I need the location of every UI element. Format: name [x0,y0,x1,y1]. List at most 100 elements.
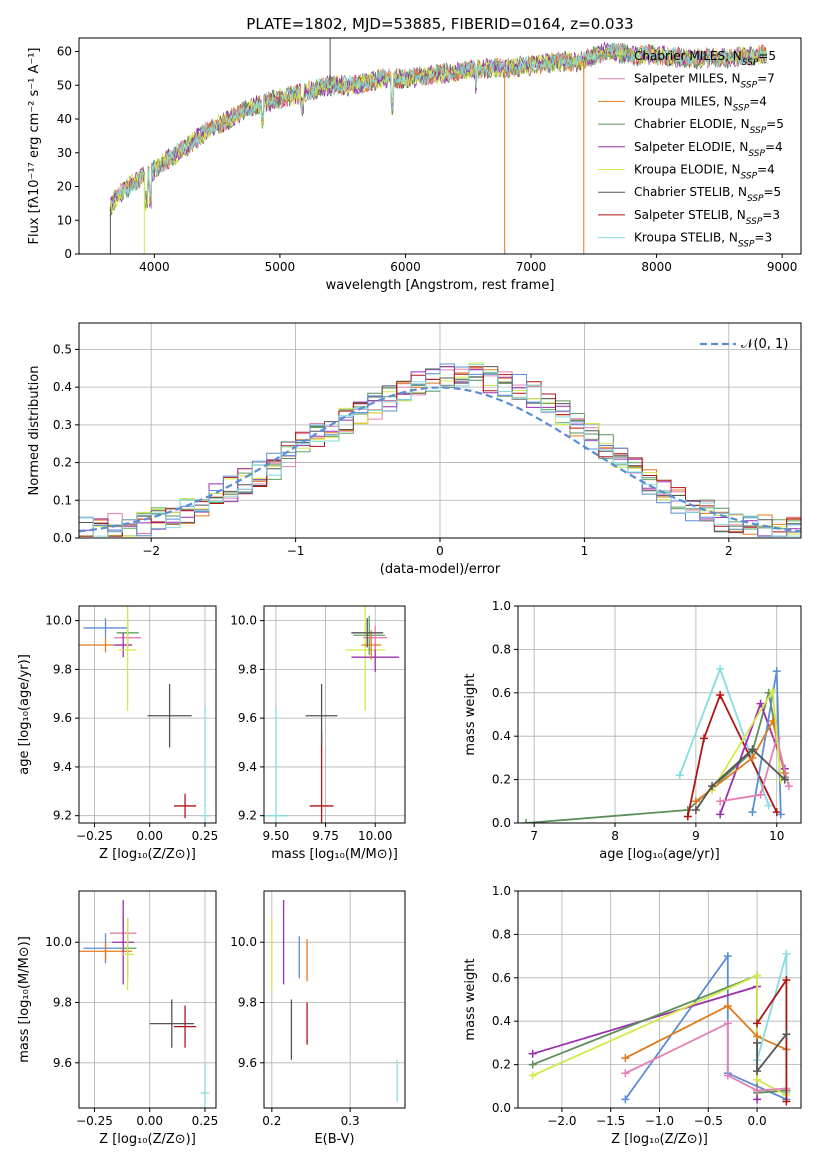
x-tick-label: 7000 [516,260,547,274]
massweight-marker [683,812,692,821]
massweight-marker [780,775,789,784]
legend-label-end: =7 [757,72,775,86]
y-tick-label: 0.8 [492,927,511,941]
y-tick-label: 0.4 [53,380,72,394]
y-tick-label: 0.2 [492,1058,511,1072]
x-tick-label: 0.25 [192,1114,219,1128]
massweight-line [532,974,787,1096]
y-tick-label: 9.4 [238,760,257,774]
x-tick-label: 10 [769,829,784,843]
massweight-marker [522,819,531,823]
spectrum-series-line [110,41,767,205]
legend-label-sub: SSP [741,172,758,182]
normal-curve [79,386,801,533]
massweight-marker [753,1067,762,1076]
y-tick-label: 10.0 [45,935,72,949]
massweight-line [624,1004,787,1059]
massweight-marker [764,801,773,810]
x-tick-label: 0.0 [748,1114,767,1128]
age_vs_Z-points [79,606,210,823]
legend-label-sub: SSP [742,58,759,68]
massweight-marker [753,971,762,980]
massweight-marker [708,782,717,791]
massweight-marker [723,952,732,961]
legend-label: 𝒩(0, 1) [741,337,788,352]
y-tick-label: 1.0 [492,884,511,898]
y-tick-label: 9.2 [53,809,72,823]
x-tick-label: −0.25 [76,1114,113,1128]
y-tick-label: 9.6 [238,1056,257,1070]
legend-label-end: =3 [754,231,772,245]
massweight-marker [528,1049,537,1058]
y-tick-label: 0.0 [492,816,511,830]
age_vs_mass-frame [263,605,406,824]
massweight-marker [753,1038,762,1047]
legend-label-sub: SSP [746,217,763,227]
x-axis-label: age [log₁₀(age/yr)] [599,847,720,862]
massweight-line [719,734,790,803]
mass_vs_EBV-frame [263,890,406,1109]
residual-histogram [79,364,801,537]
massweight-marker [772,808,781,817]
age_vs_mass-points [264,606,400,823]
massweight-marker [782,949,791,958]
massweight-marker [723,1002,732,1011]
massweight-marker [716,690,725,699]
y-tick-label: 9.2 [238,809,257,823]
mass_vs_Z-axes: −0.25 0.00 0.25 9.6 9.8 10.0 Z [log₁₀(Z/Z⊙)] ma… [17,891,218,1147]
massweight-marker [528,1071,537,1080]
y-tick-label: 9.4 [53,760,72,774]
y-tick-label: 0.6 [492,686,511,700]
massweight-marker [748,753,757,762]
massweight-line [695,747,786,811]
age_vs_Z-axes: −0.25 0.00 0.25 9.2 9.4 9.6 9.8 10.0 Z [log₁₀(Z/… [17,606,218,862]
y-tick-label: 0 [64,247,72,261]
age_vs_Z-frame [78,605,217,824]
y-tick-label: 0.1 [53,493,72,507]
massweight-marker [691,805,700,814]
y-tick-label: 9.8 [238,996,257,1010]
massweight-marker [756,790,765,799]
x-tick-label: −2.0 [547,1114,576,1128]
y-tick-label: 40 [57,112,72,126]
x-tick-label: −0.25 [76,829,113,843]
x-axis-label: Z [log₁₀(Z/Z⊙)] [99,1132,196,1147]
massweight_vs_Z-axes: −2.0 −1.5 −1.0 −0.5 0.0 0.0 0.2 0.4 0.6 0.8 1.0 Z [… [463,884,801,1147]
x-tick-label: 1 [581,544,589,558]
y-tick-label: 0.6 [492,971,511,985]
residual-histograms [79,362,801,537]
y-tick-label: 9.8 [53,996,72,1010]
legend-label-end: =4 [757,163,775,177]
x-tick-label: 0.2 [262,1114,281,1128]
x-tick-label: 9.75 [312,829,339,843]
massweight-marker [782,1030,791,1039]
x-tick-label: 9.50 [263,829,290,843]
y-axis-label: mass weight [463,673,478,755]
y-axis-label: age [log₁₀(age/yr)] [17,654,32,775]
y-tick-label: 9.8 [238,662,257,676]
y-axis-label: Normed distribution [27,366,42,496]
massweight-marker [723,1071,732,1080]
x-tick-label: −1.0 [645,1114,674,1128]
x-tick-label: 0.00 [136,829,163,843]
x-tick-label: 0.3 [341,1114,360,1128]
spectrum-axes: 4000 5000 6000 7000 8000 9000 0 10 20 30 40 50 60 wav… [27,45,797,294]
x-tick-label: 4000 [139,260,170,274]
legend-label-end: =4 [749,94,767,108]
x-tick-label: −1 [287,544,305,558]
y-tick-label: 9.6 [238,711,257,725]
legend-label-end: =4 [765,140,783,154]
massweight_vs_age-axes: 7 8 9 10 0.0 0.2 0.4 0.6 0.8 1.0 age [log₁₀(age/yr… [463,599,801,862]
x-tick-label: 10.00 [358,829,392,843]
x-tick-label: −0.5 [694,1114,723,1128]
legend-label-sub: SSP [750,126,767,136]
legend-label-end: =5 [766,117,784,131]
massweight_vs_age-frame [517,605,802,824]
massweight-marker [753,1019,762,1028]
legend-label-sub: SSP [738,240,755,250]
y-tick-label: 10 [57,213,72,227]
mass_vs_EBV-axes: 0.2 0.3 9.6 9.8 10.0 E(B-V) [230,891,405,1147]
massweight-marker [621,1095,630,1104]
residual-histogram [79,366,801,537]
